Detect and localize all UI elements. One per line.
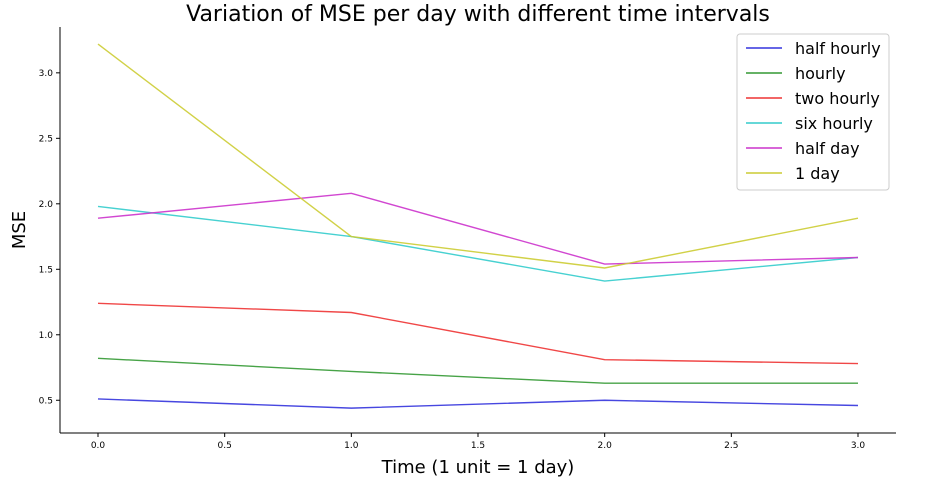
x-tick-label: 0.0	[91, 441, 106, 451]
x-tick-label: 1.5	[471, 441, 485, 451]
y-axis-label: MSE	[9, 211, 30, 249]
x-axis-label: Time (1 unit = 1 day)	[381, 457, 575, 478]
legend-label: two hourly	[795, 89, 880, 108]
x-tick-label: 2.5	[724, 441, 738, 451]
y-tick-label: 0.5	[39, 396, 53, 406]
legend-label: half day	[795, 139, 860, 158]
y-ticks: 0.5 1.0 1.5 2.0 2.5 3.0	[39, 69, 60, 406]
series-line-two-hourly	[97, 302, 859, 365]
legend: half hourly hourly two hourly six hourly hal…	[736, 33, 890, 191]
series-line-half-day	[97, 192, 859, 265]
series-line-half-hourly	[97, 398, 859, 409]
x-tick-label: 1.0	[344, 441, 359, 451]
series-line-six-hourly	[97, 205, 859, 282]
chart-title: Variation of MSE per day with different …	[186, 2, 770, 27]
y-tick-label: 2.0	[39, 200, 54, 210]
y-tick-label: 3.0	[39, 69, 54, 79]
legend-label: hourly	[795, 64, 846, 83]
series-line-hourly	[97, 357, 858, 384]
x-ticks: 0.0 0.5 1.0 1.5 2.0 2.5 3.0	[91, 433, 866, 451]
y-tick-label: 1.5	[39, 265, 53, 275]
series-line-1-day	[97, 43, 859, 269]
x-tick-label: 3.0	[851, 441, 866, 451]
x-tick-label: 0.5	[218, 441, 232, 451]
plot-area	[97, 43, 859, 409]
legend-label: six hourly	[795, 114, 873, 133]
y-tick-label: 1.0	[39, 331, 54, 341]
x-tick-label: 2.0	[598, 441, 613, 451]
y-tick-label: 2.5	[39, 134, 53, 144]
legend-label: half hourly	[795, 39, 881, 58]
legend-label: 1 day	[795, 164, 840, 183]
